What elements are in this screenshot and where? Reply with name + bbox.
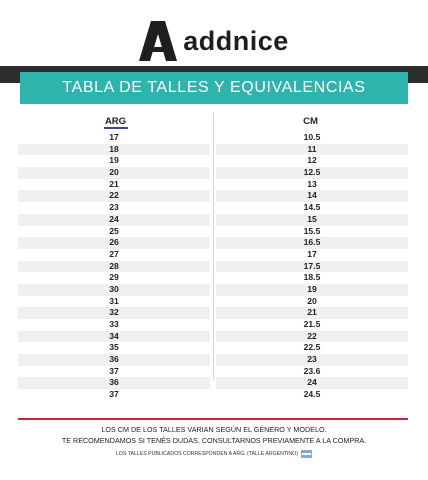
cell-cm: 21.5	[303, 319, 321, 329]
table-row: 28 17.5	[18, 260, 408, 273]
cell-cm: 15	[216, 213, 408, 226]
column-divider	[213, 113, 214, 381]
cell-arg: 36	[18, 354, 210, 366]
argentina-flag-icon	[300, 450, 312, 458]
table-row: 37 23.6	[18, 366, 408, 378]
table-row: 18 11	[18, 143, 408, 156]
cell-cm: 17.5	[216, 260, 408, 273]
title-bar: TABLA DE TALLES Y EQUIVALENCIAS	[20, 72, 408, 104]
note-line-3-wrap: LOS TALLES PUBLICADOS CORRESPONDEN A ARG…	[0, 449, 428, 459]
cell-cm: 18.5	[303, 272, 321, 283]
table-row: 21 13	[18, 179, 408, 191]
cell-arg: 29	[109, 272, 119, 283]
cell-arg: 19	[109, 155, 119, 166]
table-row: 24 15	[18, 213, 408, 226]
cell-arg: 32	[18, 307, 210, 319]
table-row: 32 21	[18, 307, 408, 319]
cell-arg: 30	[18, 283, 210, 296]
table-row: 29 18.5	[18, 272, 408, 284]
cell-arg: 33	[109, 319, 119, 329]
cell-cm: 15.5	[303, 225, 321, 236]
cell-arg: 18	[18, 143, 210, 156]
red-divider	[18, 418, 408, 420]
cell-cm: 22.5	[303, 342, 321, 353]
cell-arg: 20	[18, 167, 210, 179]
cell-arg: 31	[109, 295, 119, 306]
cell-cm: 19	[216, 283, 408, 296]
cell-arg: 17	[109, 132, 119, 142]
brand-logo: addnice	[0, 18, 428, 64]
header-arg: ARG	[104, 116, 127, 127]
table-row: 23 14.5	[18, 202, 408, 214]
table-row: 17 10.5	[18, 132, 408, 144]
cell-arg: 26	[18, 237, 210, 249]
header-arg-underline	[104, 127, 128, 129]
brand-name: addnice	[183, 25, 289, 56]
addnice-a-logo-icon	[139, 21, 178, 61]
cell-arg: 24	[18, 213, 210, 226]
table-row: 25 15.5	[18, 226, 408, 238]
cell-cm: 10.5	[303, 132, 321, 142]
cell-arg: 37	[109, 389, 119, 400]
table-row: 30 19	[18, 283, 408, 296]
cell-cm: 21	[216, 307, 408, 319]
cell-arg: 22	[18, 190, 210, 203]
cell-cm: 16.5	[216, 237, 408, 249]
cell-cm: 20	[307, 295, 317, 306]
table-row: 36 24	[18, 377, 408, 390]
cell-arg: 21	[109, 178, 119, 189]
page-title: TABLA DE TALLES Y EQUIVALENCIAS	[62, 79, 366, 96]
cell-cm: 23	[216, 354, 408, 366]
table-row: 36 23	[18, 354, 408, 366]
cell-cm: 11	[216, 143, 408, 156]
cell-cm: 14	[216, 190, 408, 203]
cell-cm: 17	[307, 248, 317, 259]
note-line-3: LOS TALLES PUBLICADOS CORRESPONDEN A ARG…	[116, 451, 298, 457]
cell-cm: 14.5	[303, 202, 321, 213]
cell-arg: 36	[18, 377, 210, 390]
cell-cm: 12	[307, 155, 317, 166]
table-body: 17 10.5 18 11 19 12 20 12.5 21 13 22 14 23 14.5 24 15 25…	[18, 132, 408, 401]
notes: LOS CM DE LOS TALLES VARIAN SEGÚN EL GÉN…	[0, 424, 428, 459]
cell-cm: 13	[307, 178, 317, 189]
cell-cm: 12.5	[216, 167, 408, 179]
header-cm: CM	[303, 116, 318, 127]
note-line-2: TE RECOMENDAMOS SI TENÉS DUDAS, CONSULTA…	[61, 436, 367, 445]
table-row: 37 24.5	[18, 389, 408, 401]
table-row: 27 17	[18, 249, 408, 261]
cell-cm: 24	[216, 377, 408, 390]
cell-arg: 27	[109, 248, 119, 259]
cell-cm: 24.5	[303, 389, 321, 400]
cell-arg: 25	[109, 225, 119, 236]
note-line-1: LOS CM DE LOS TALLES VARIAN SEGÚN EL GÉN…	[101, 425, 327, 434]
table-row: 22 14	[18, 190, 408, 203]
cell-arg: 35	[109, 342, 119, 353]
cell-arg: 37	[109, 365, 119, 376]
cell-cm: 23.6	[303, 365, 321, 376]
cell-cm: 22	[216, 330, 408, 343]
cell-arg: 28	[18, 260, 210, 273]
table-row: 20 12.5	[18, 167, 408, 179]
cell-arg: 34	[18, 330, 210, 343]
table-row: 31 20	[18, 296, 408, 308]
size-table: ARG CM 17 10.5 18 11 19 12 20 12.5 21 13 22 14 23 14.…	[18, 113, 408, 401]
table-row: 34 22	[18, 330, 408, 343]
table-row: 26 16.5	[18, 237, 408, 249]
table-row: 19 12	[18, 155, 408, 167]
table-header: ARG CM	[18, 113, 408, 132]
table-row: 33 21.5	[18, 319, 408, 331]
cell-arg: 23	[109, 202, 119, 213]
table-row: 35 22.5	[18, 342, 408, 354]
